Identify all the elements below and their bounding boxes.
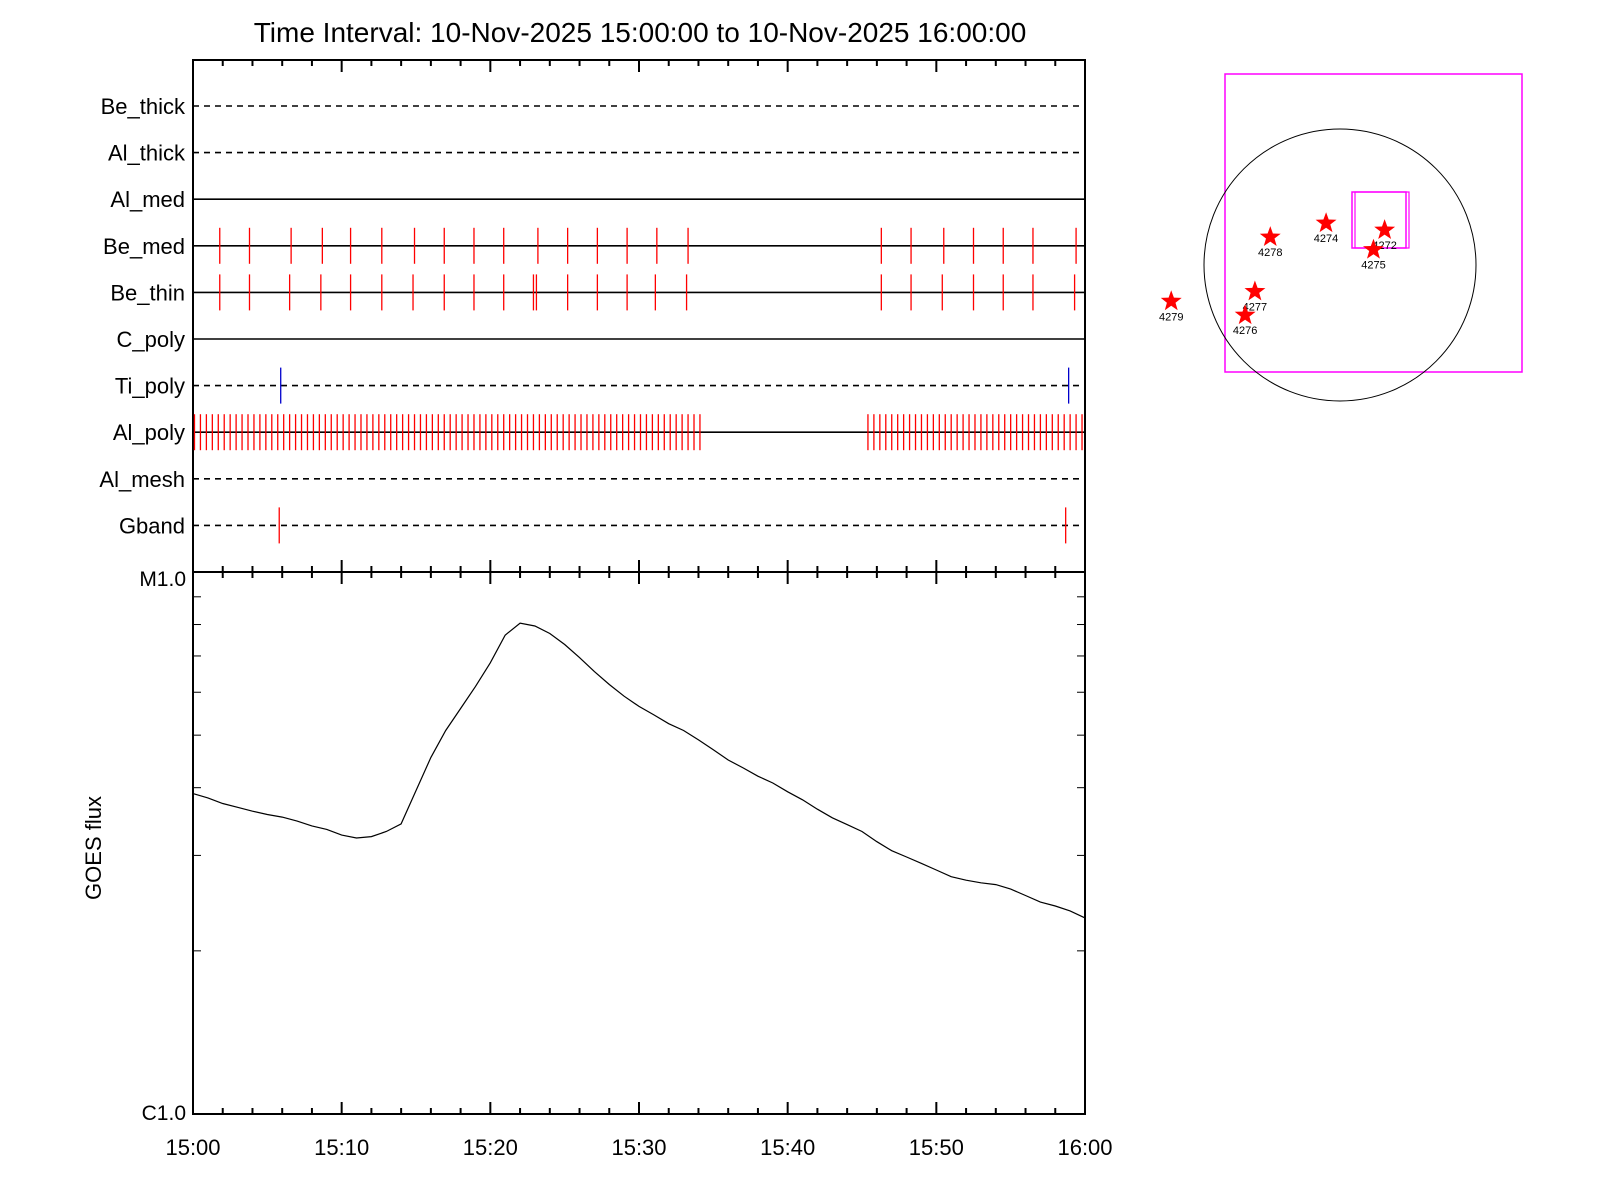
flux-x-tick-label: 15:50 [909,1135,964,1160]
timeline-panel: Be_thick Al_thick Al_med Be_med Be_thin C_pol… [99,59,1086,573]
region-label-4274: 4274 [1314,233,1338,245]
row-label-ti-poly: Ti_poly [115,374,185,399]
goes-flux-curve [192,622,1086,919]
row-label-c-poly: C_poly [117,327,185,352]
row-label-be-thin: Be_thin [110,280,185,305]
fov-outer-box [1224,73,1523,373]
flux-x-tick-label: 15:00 [165,1135,220,1160]
region-star-4278 [1259,226,1281,246]
row-label-be-thick: Be_thick [101,94,186,119]
flux-y-tick-label: M1.0 [139,568,186,591]
region-label-4279: 4279 [1159,311,1183,323]
fov-inner-box-2 [1354,191,1410,249]
region-star-4272 [1374,219,1396,239]
region-star-4274 [1315,212,1337,233]
region-star-4279 [1160,290,1182,311]
flux-x-tick-label: 15:30 [611,1135,666,1160]
region-star-4275 [1363,238,1384,259]
chart-title: Time Interval: 10-Nov-2025 15:00:00 to 1… [254,17,1027,48]
flux-x-tick-label: 15:10 [314,1135,369,1160]
goes-flux-panel: M1.0 C1.0 15:00 15:10 15:20 15:30 15:40 15:50 16… [139,568,1112,1160]
row-label-gband: Gband [119,513,185,538]
row-label-be-med: Be_med [103,234,185,259]
row-label-al-poly: Al_poly [113,420,185,445]
region-label-4276: 4276 [1233,325,1257,337]
region-star-4277 [1244,280,1266,301]
region-label-4278: 4278 [1258,247,1282,259]
flux-y-tick-label: C1.0 [142,1102,186,1125]
goes-flux-axis-label: GOES flux [81,796,106,900]
row-label-al-med: Al_med [110,187,185,212]
flux-x-tick-label: 15:40 [760,1135,815,1160]
solar-disk-limb [1203,128,1477,402]
region-star-4276 [1234,304,1256,325]
region-label-4275: 4275 [1361,260,1385,272]
flux-x-tick-label: 16:00 [1057,1135,1112,1160]
row-label-al-mesh: Al_mesh [99,467,185,492]
flux-x-tick-label: 15:20 [463,1135,518,1160]
region-label-4277: 4277 [1243,302,1267,314]
row-label-al-thick: Al_thick [108,141,186,166]
